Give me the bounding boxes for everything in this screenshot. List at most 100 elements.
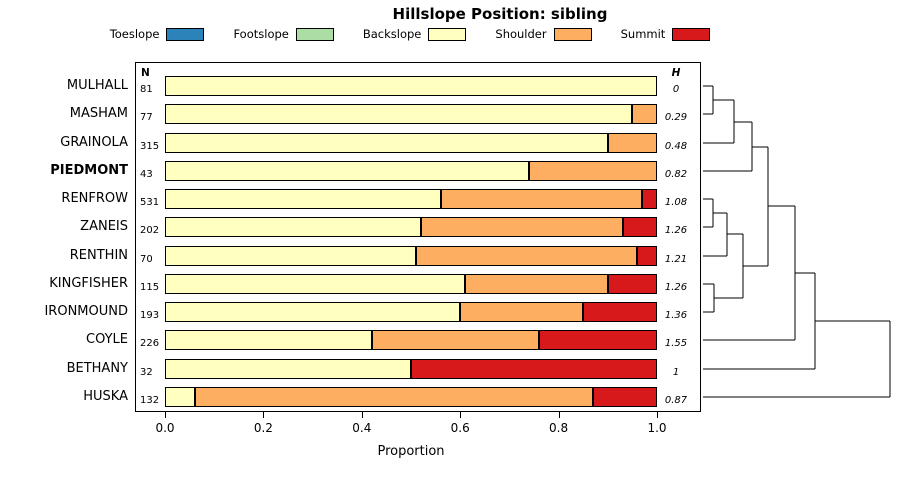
x-tick-mark — [165, 412, 166, 418]
n-value: 531 — [140, 197, 160, 208]
series-label: MASHAM — [69, 106, 128, 121]
bar-segment-summit — [623, 217, 657, 237]
bar-segment-summit — [608, 274, 657, 294]
n-value: 132 — [140, 395, 160, 406]
n-value: 77 — [140, 112, 153, 123]
legend-swatch-shoulder — [553, 27, 592, 41]
bar-segment-backslope — [165, 330, 372, 350]
series-label: HUSKA — [83, 389, 128, 404]
legend-swatch-summit — [672, 27, 711, 41]
n-column-header: N — [141, 67, 150, 79]
n-value: 32 — [140, 367, 153, 378]
bar-segment-summit — [539, 330, 657, 350]
bar-segment-backslope — [165, 133, 608, 153]
h-value: 1.36 — [664, 310, 688, 321]
series-label: COYLE — [86, 332, 128, 347]
chart-title: Hillslope Position: sibling — [392, 5, 608, 23]
h-value: 0.29 — [664, 112, 688, 123]
stacked-bar — [165, 359, 657, 379]
x-tick-mark — [657, 412, 658, 418]
legend-label: Toeslope — [109, 27, 160, 41]
bar-segment-shoulder — [416, 246, 637, 266]
h-value: 0.87 — [664, 395, 688, 406]
legend-item-toeslope: Toeslope — [110, 27, 205, 41]
h-value: 1.55 — [664, 338, 688, 349]
legend-swatch-toeslope — [166, 27, 205, 41]
bar-segment-backslope — [165, 359, 411, 379]
series-label: IRONMOUND — [44, 304, 128, 319]
series-label: PIEDMONT — [50, 163, 128, 178]
bar-segment-shoulder — [465, 274, 608, 294]
series-label: RENTHIN — [69, 248, 128, 263]
bar-segment-shoulder — [460, 302, 583, 322]
stacked-bar — [165, 133, 657, 153]
n-value: 226 — [140, 338, 160, 349]
legend-label: Backslope — [362, 27, 422, 41]
legend-item-footslope: Footslope — [233, 27, 334, 41]
legend-label: Footslope — [233, 27, 289, 41]
bar-segment-summit — [583, 302, 657, 322]
stacked-bar — [165, 330, 657, 350]
x-tick-label: 0.6 — [450, 421, 470, 435]
n-value: 193 — [140, 310, 160, 321]
stacked-bar — [165, 387, 657, 407]
stacked-bar — [165, 302, 657, 322]
bar-segment-backslope — [165, 246, 416, 266]
stacked-bar — [165, 161, 657, 181]
n-value: 81 — [140, 84, 153, 95]
x-axis-label: Proportion — [377, 444, 445, 459]
bar-segment-backslope — [165, 161, 529, 181]
bar-segment-summit — [642, 189, 657, 209]
bar-segment-shoulder — [372, 330, 539, 350]
legend-item-backslope: Backslope — [363, 27, 467, 41]
legend-item-shoulder: Shoulder — [495, 27, 592, 41]
series-label: ZANEIS — [80, 219, 128, 234]
h-value: 1.21 — [664, 254, 688, 265]
legend: Toeslope Footslope Backslope Shoulder Summit — [0, 27, 820, 41]
n-value: 115 — [140, 282, 160, 293]
legend-label: Summit — [620, 27, 666, 41]
stacked-bar — [165, 189, 657, 209]
bar-segment-backslope — [165, 104, 632, 124]
legend-item-summit: Summit — [621, 27, 711, 41]
series-label: KINGFISHER — [49, 276, 128, 291]
legend-label: Shoulder — [495, 27, 547, 41]
bar-segment-backslope — [165, 387, 195, 407]
n-value: 202 — [140, 225, 160, 236]
x-tick-label: 0.8 — [549, 421, 569, 435]
bar-segment-shoulder — [529, 161, 657, 181]
h-value: 1.08 — [664, 197, 688, 208]
bar-segment-backslope — [165, 217, 421, 237]
bar-segment-summit — [593, 387, 657, 407]
bar-segment-backslope — [165, 189, 441, 209]
legend-swatch-backslope — [428, 27, 467, 41]
bar-segment-backslope — [165, 274, 465, 294]
series-label: RENFROW — [61, 191, 128, 206]
x-tick-label: 1.0 — [647, 421, 667, 435]
h-column-header: H — [671, 67, 681, 79]
stacked-bar — [165, 246, 657, 266]
h-value: 1.26 — [664, 282, 688, 293]
h-value: 1.26 — [664, 225, 688, 236]
series-label: BETHANY — [66, 361, 128, 376]
bar-segment-shoulder — [195, 387, 593, 407]
bar-segment-shoulder — [608, 133, 657, 153]
stacked-bar — [165, 217, 657, 237]
x-tick-mark — [361, 412, 363, 418]
x-tick-mark — [558, 412, 560, 418]
x-tick-mark — [263, 412, 265, 418]
n-value: 315 — [140, 141, 160, 152]
bar-segment-shoulder — [421, 217, 623, 237]
n-value: 70 — [140, 254, 153, 265]
x-tick-mark — [460, 412, 462, 418]
series-label: MULHALL — [66, 78, 128, 93]
bar-segment-summit — [411, 359, 657, 379]
series-label: GRAINOLA — [60, 135, 128, 150]
stacked-bar — [165, 274, 657, 294]
bar-segment-backslope — [165, 302, 460, 322]
x-tick-label: 0.2 — [253, 421, 273, 435]
x-tick-label: 0.0 — [155, 421, 175, 435]
bar-segment-backslope — [165, 76, 657, 96]
